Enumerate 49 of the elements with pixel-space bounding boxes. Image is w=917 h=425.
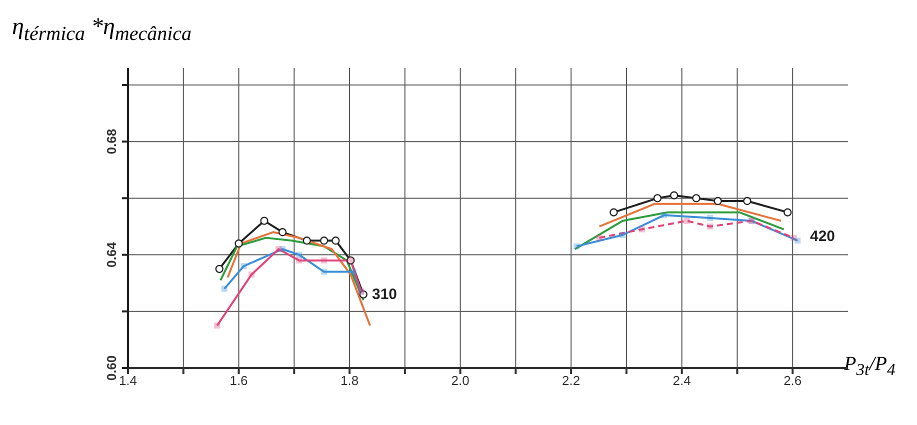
point: [790, 234, 797, 241]
line-series: [226, 231, 372, 327]
x-tick-label: 2.4: [672, 373, 691, 388]
point: [692, 194, 700, 202]
point: [221, 286, 228, 292]
point: [574, 243, 580, 250]
point: [610, 208, 618, 216]
annotation: 310: [370, 286, 400, 303]
y-tick-label: 0.64: [104, 241, 119, 268]
x-tick-label: 1.8: [340, 373, 359, 388]
point: [234, 239, 243, 248]
point: [215, 264, 224, 274]
y-tick-label: 0.60: [104, 355, 119, 381]
point: [359, 290, 368, 299]
point: [296, 257, 302, 264]
point: [653, 194, 662, 202]
point: [707, 215, 714, 221]
point: [214, 322, 220, 329]
x-tick-label: 2.0: [451, 373, 470, 388]
x-tick-label: 2.6: [784, 373, 802, 388]
point: [302, 236, 311, 245]
point: [743, 196, 752, 206]
point: [350, 268, 356, 275]
point: [248, 272, 255, 278]
point: [320, 236, 328, 245]
annotation: 420: [808, 228, 838, 245]
point: [276, 246, 282, 252]
point: [620, 232, 626, 238]
point: [684, 218, 690, 224]
x-tick-label: 1.6: [230, 373, 248, 388]
y-axis-title: η$_{térmica}$ *η$_{mecânica}$: [12, 14, 192, 46]
point: [278, 228, 287, 236]
point: [670, 191, 678, 200]
point: [707, 223, 714, 230]
y-tick-label: 0.68: [104, 128, 119, 154]
point: [332, 236, 340, 245]
point: [296, 252, 302, 258]
point: [661, 212, 668, 218]
line-series: [219, 236, 364, 302]
point: [784, 208, 792, 216]
point: [321, 257, 328, 264]
point: [596, 234, 602, 241]
point: [638, 226, 645, 232]
point: [260, 216, 268, 225]
point: [714, 196, 722, 206]
point: [240, 263, 247, 270]
x-tick-label: 1.4: [118, 373, 138, 388]
x-tick-label: 2.2: [562, 373, 580, 388]
point: [321, 268, 328, 275]
